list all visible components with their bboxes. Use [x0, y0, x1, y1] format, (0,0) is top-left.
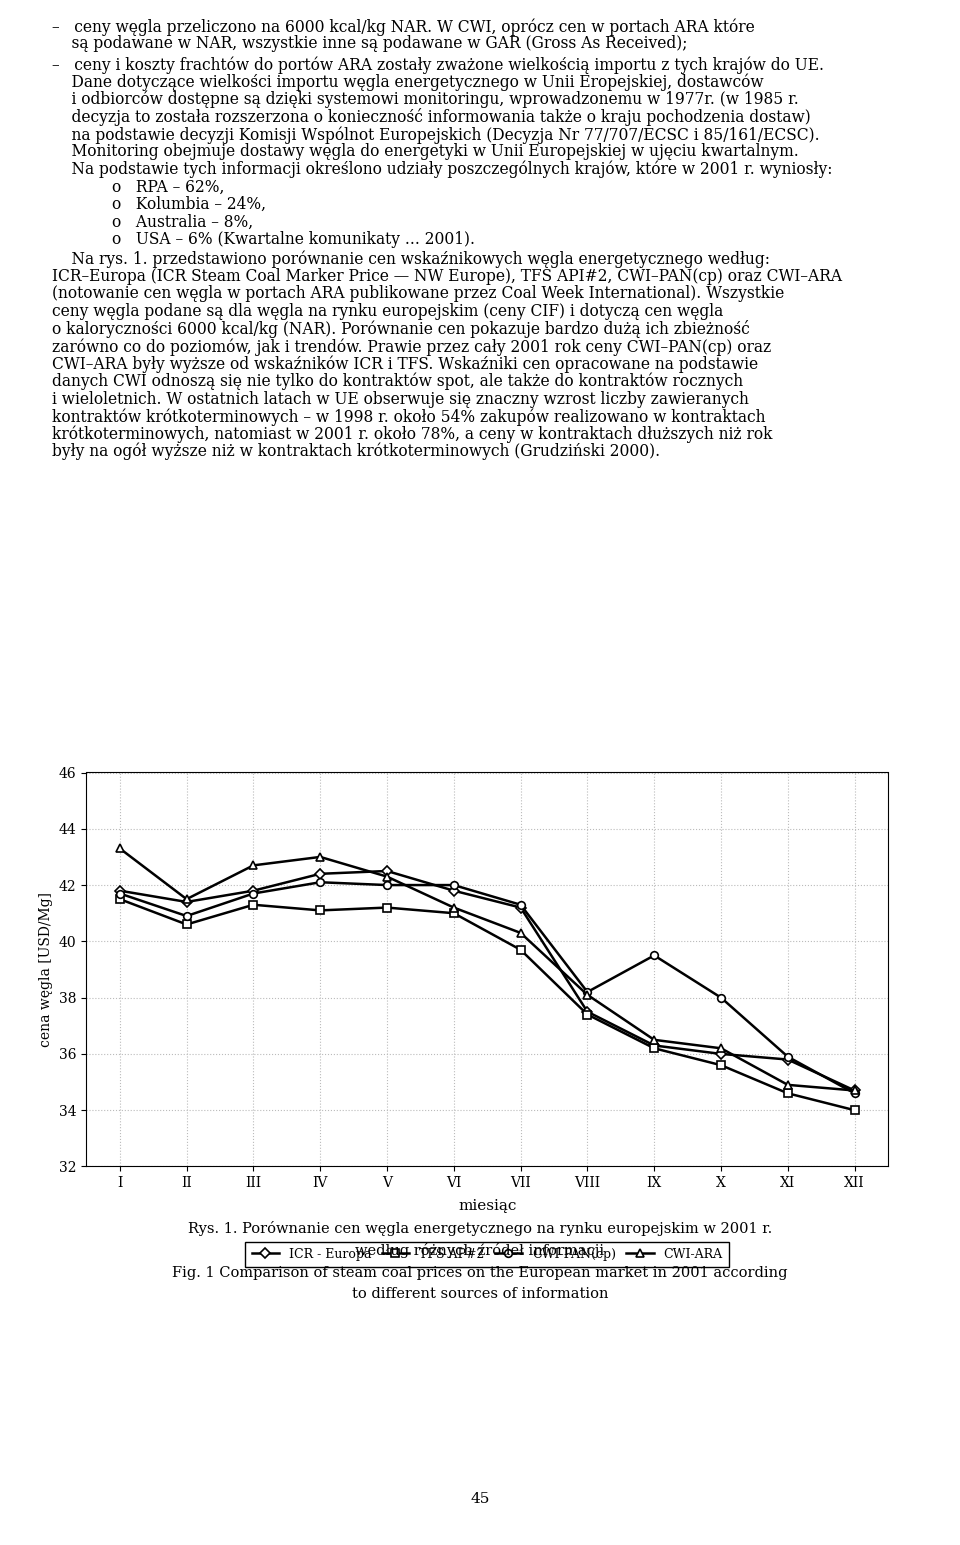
TFS AP#2 [648, 1038, 660, 1057]
Text: –   ceny węgla przeliczono na 6000 kcal/kg NAR. W CWI, oprócz cen w portach ARA : – ceny węgla przeliczono na 6000 kcal/kg… [52, 19, 755, 36]
Text: –   ceny i koszty frachtów do portów ARA zostały zważone wielkością importu z ty: – ceny i koszty frachtów do portów ARA z… [52, 56, 824, 74]
ICR - Europa [515, 898, 526, 916]
CWI-ARA [515, 924, 526, 942]
CWI-PAN(cp) [849, 1085, 860, 1103]
Text: zarówno co do poziomów, jak i trendów. Prawie przez cały 2001 rok ceny CWI–PAN(c: zarówno co do poziomów, jak i trendów. P… [52, 338, 771, 355]
CWI-ARA [849, 1082, 860, 1100]
CWI-ARA [648, 1031, 660, 1049]
TFS AP#2 [381, 898, 393, 916]
Text: o   Australia – 8%,: o Australia – 8%, [112, 213, 253, 230]
ICR - Europa [849, 1082, 860, 1100]
Text: Monitoring obejmuje dostawy węgla do energetyki w Unii Europejskiej w ujęciu kwa: Monitoring obejmuje dostawy węgla do ene… [52, 144, 799, 161]
Text: o   RPA – 62%,: o RPA – 62%, [112, 179, 225, 196]
ICR - Europa [715, 1044, 727, 1063]
Line: TFS AP#2: TFS AP#2 [116, 895, 858, 1114]
ICR - Europa [315, 865, 326, 884]
TFS AP#2 [315, 901, 326, 919]
CWI-PAN(cp) [715, 989, 727, 1007]
CWI-PAN(cp) [180, 907, 192, 925]
Text: ceny węgla podane są dla węgla na rynku europejskim (ceny CIF) i dotyczą cen węg: ceny węgla podane są dla węgla na rynku … [52, 303, 723, 320]
ICR - Europa [582, 1003, 593, 1021]
Line: CWI-ARA: CWI-ARA [116, 845, 858, 1094]
CWI-PAN(cp) [381, 876, 393, 895]
TFS AP#2 [782, 1085, 794, 1103]
TFS AP#2 [582, 1006, 593, 1024]
X-axis label: miesiąc: miesiąc [458, 1199, 516, 1213]
Text: i odbiorców dostępne są dzięki systemowi monitoringu, wprowadzonemu w 1977r. (w : i odbiorców dostępne są dzięki systemowi… [52, 91, 799, 108]
CWI-ARA [315, 848, 326, 867]
Text: krótkoterminowych, natomiast w 2001 r. około 78%, a ceny w kontraktach dłuższych: krótkoterminowych, natomiast w 2001 r. o… [52, 425, 773, 443]
Text: i wieloletnich. W ostatnich latach w UE obserwuje się znaczny wzrost liczby zawi: i wieloletnich. W ostatnich latach w UE … [52, 391, 749, 408]
Text: na podstawie decyzji Komisji Wspólnot Europejskich (Decyzja Nr 77/707/ECSC i 85/: na podstawie decyzji Komisji Wspólnot Eu… [52, 127, 820, 144]
CWI-ARA [381, 867, 393, 885]
TFS AP#2 [180, 915, 192, 933]
CWI-PAN(cp) [515, 896, 526, 915]
Text: o kaloryczności 6000 kcal/kg (NAR). Porównanie cen pokazuje bardzo dużą ich zbie: o kaloryczności 6000 kcal/kg (NAR). Poró… [52, 320, 750, 338]
TFS AP#2 [515, 941, 526, 959]
ICR - Europa [114, 881, 126, 899]
Text: CWI–ARA były wyższe od wskaźników ICR i TFS. Wskaźniki cen opracowane na podstaw: CWI–ARA były wyższe od wskaźników ICR i … [52, 355, 758, 372]
CWI-ARA [248, 856, 259, 874]
ICR - Europa [648, 1037, 660, 1055]
Text: (notowanie cen węgla w portach ARA publikowane przez Coal Week International). W: (notowanie cen węgla w portach ARA publi… [52, 286, 784, 303]
CWI-ARA [582, 986, 593, 1004]
CWI-PAN(cp) [315, 873, 326, 891]
Text: były na ogół wyższe niż w kontraktach krótkoterminowych (Grudziński 2000).: były na ogół wyższe niż w kontraktach kr… [52, 443, 660, 460]
TFS AP#2 [114, 890, 126, 908]
CWI-PAN(cp) [648, 946, 660, 964]
CWI-PAN(cp) [582, 983, 593, 1001]
CWI-PAN(cp) [448, 876, 460, 895]
Text: o   Kolumbia – 24%,: o Kolumbia – 24%, [112, 196, 266, 213]
TFS AP#2 [715, 1055, 727, 1074]
ICR - Europa [448, 881, 460, 899]
CWI-PAN(cp) [114, 884, 126, 902]
Text: Na rys. 1. przedstawiono porównanie cen wskaźnikowych węgla energetycznego wedłu: Na rys. 1. przedstawiono porównanie cen … [52, 250, 770, 267]
CWI-ARA [180, 890, 192, 908]
CWI-ARA [448, 898, 460, 916]
Text: Dane dotyczące wielkości importu węgla energetycznego w Unii Eropejskiej, dostaw: Dane dotyczące wielkości importu węgla e… [52, 74, 763, 91]
Text: 45: 45 [470, 1491, 490, 1506]
ICR - Europa [782, 1051, 794, 1069]
Text: o   USA – 6% (Kwartalne komunikaty ... 2001).: o USA – 6% (Kwartalne komunikaty ... 200… [112, 232, 475, 249]
CWI-PAN(cp) [248, 884, 259, 902]
CWI-PAN(cp) [782, 1048, 794, 1066]
Text: kontraktów krótkoterminowych – w 1998 r. około 54% zakupów realizowano w kontrak: kontraktów krótkoterminowych – w 1998 r.… [52, 408, 765, 425]
CWI-ARA [782, 1075, 794, 1094]
Text: Na podstawie tych informacji określono udziały poszczególnych krajów, które w 20: Na podstawie tych informacji określono u… [52, 161, 832, 179]
Legend: ICR - Europa, TFS AP#2, CWI-PAN(cp), CWI-ARA: ICR - Europa, TFS AP#2, CWI-PAN(cp), CWI… [246, 1242, 729, 1267]
ICR - Europa [381, 862, 393, 881]
Line: ICR - Europa: ICR - Europa [116, 867, 858, 1094]
ICR - Europa [180, 893, 192, 912]
Text: są podawane w NAR, wszystkie inne są podawane w GAR (Gross As Received);: są podawane w NAR, wszystkie inne są pod… [52, 36, 687, 53]
TFS AP#2 [248, 896, 259, 915]
ICR - Europa [248, 881, 259, 899]
Y-axis label: cena węgla [USD/Mg]: cena węgla [USD/Mg] [39, 891, 54, 1048]
Text: Rys. 1. Porównanie cen węgla energetycznego na rynku europejskim w 2001 r.
wedłu: Rys. 1. Porównanie cen węgla energetyczn… [172, 1221, 788, 1301]
Text: decyzja to została rozszerzona o konieczność informowania także o kraju pochodze: decyzja to została rozszerzona o koniecz… [52, 108, 811, 127]
Text: ICR–Europa (ICR Steam Coal Marker Price — NW Europe), TFS API#2, CWI–PAN(cp) ora: ICR–Europa (ICR Steam Coal Marker Price … [52, 267, 842, 284]
Line: CWI-PAN(cp): CWI-PAN(cp) [116, 879, 858, 1097]
Text: danych CWI odnoszą się nie tylko do kontraktów spot, ale także do kontraktów roc: danych CWI odnoszą się nie tylko do kont… [52, 372, 743, 391]
CWI-ARA [715, 1038, 727, 1057]
TFS AP#2 [448, 904, 460, 922]
TFS AP#2 [849, 1102, 860, 1120]
CWI-ARA [114, 839, 126, 857]
